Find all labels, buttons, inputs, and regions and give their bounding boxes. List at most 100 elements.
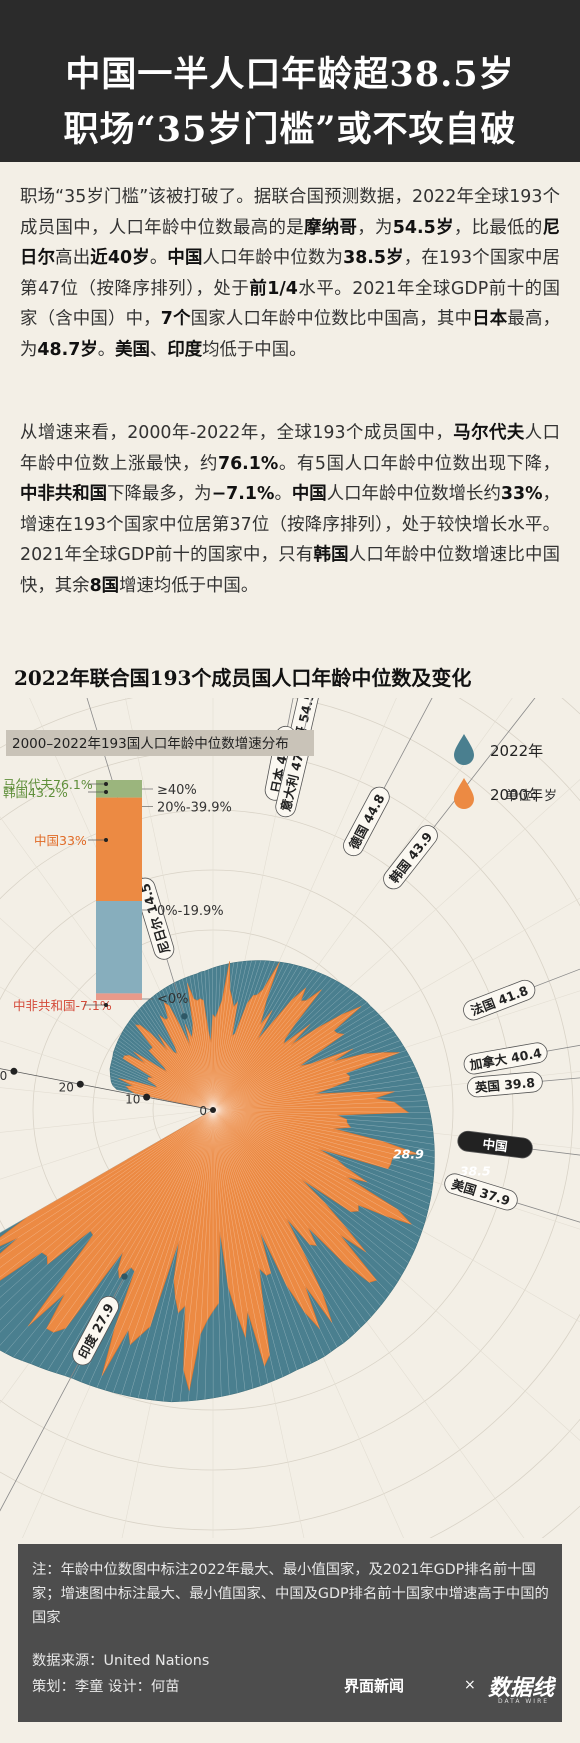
bar-stroke [154, 1109, 214, 1401]
bar-stroke [118, 1040, 214, 1111]
bar-stroke [153, 996, 214, 1111]
paragraph2-run: 8国 [89, 575, 120, 596]
bar-stroke [212, 1109, 361, 1328]
bar-stroke [0, 1109, 214, 1278]
country-label: 加拿大 40.4 [463, 1042, 548, 1075]
inset-annotation: 中非共和国-7.1% [13, 998, 112, 1013]
bar-stroke [113, 1085, 214, 1111]
bar-stroke [212, 986, 346, 1111]
bar-stroke [212, 1109, 423, 1231]
r-tick-dot [76, 1080, 84, 1088]
paragraph1-run: 54.5岁 [392, 217, 454, 238]
bar-stroke [129, 1109, 214, 1397]
bar-stroke [115, 1046, 214, 1111]
bar-stroke [212, 1109, 377, 1312]
paragraph1-run: 均低于中国。 [202, 339, 307, 360]
paragraph1-run: 近40岁 [90, 248, 150, 268]
bar-stroke [212, 1109, 433, 1126]
paragraph2-run: 76.1% [217, 453, 279, 474]
bar-stroke [212, 1035, 397, 1111]
inset-title-bg [6, 730, 314, 756]
bar-stroke [212, 1109, 418, 1244]
bar-stroke [212, 964, 226, 1111]
bar-stroke [30, 1109, 214, 1364]
brand-logo-datawire-sub: DATA WIRE [498, 1698, 550, 1705]
bar-stroke [0, 1109, 214, 1250]
bar-stroke [212, 1109, 435, 1145]
bar-stroke [212, 992, 355, 1111]
bar-stroke [212, 966, 218, 1111]
leader-line [471, 1141, 580, 1156]
bar-stroke [13, 1109, 214, 1358]
bar-stroke [156, 993, 214, 1111]
inset-bar-seg [96, 780, 142, 798]
bar-stroke [212, 1109, 429, 1211]
bar-stroke [204, 1109, 214, 1400]
bar-stroke [212, 960, 271, 1111]
bar-stroke [185, 977, 214, 1111]
bar-stroke [212, 1109, 435, 1165]
inset-bin-label: ≥40% [157, 783, 197, 798]
bar-stroke [0, 1109, 214, 1288]
bar-stroke [126, 1025, 214, 1111]
bar-stroke [212, 967, 304, 1111]
bar-stroke [188, 1109, 214, 1402]
inset-title: 2000–2022年193国人口年龄中位数增速分布 [12, 736, 289, 752]
legend-label: 2000年 [490, 786, 543, 804]
paragraph2-run: 33% [500, 484, 543, 504]
bar-stroke [104, 1109, 214, 1391]
chart-title: 2022年联合国193个成员国人口年龄中位数及变化 [14, 666, 472, 690]
bar-stroke [212, 1109, 435, 1152]
bar-stroke [159, 991, 214, 1111]
paragraph2-run: 韩国 [313, 545, 349, 565]
paragraph1-run: 尼日尔 [20, 217, 560, 269]
bar-stroke [189, 976, 214, 1111]
bar-stroke [212, 1050, 407, 1111]
footnote-box: 注：年龄中位数图中标注2022年最大、最小值国家，及2021年GDP排名前十国家… [18, 1544, 562, 1722]
country-label-bg [444, 1173, 518, 1211]
paragraph2-run: ，增速在193个国家中位居第37位（按降序排列），处于较快增长水平。2021年全… [20, 484, 560, 565]
country-label: 德国 44.8 [343, 786, 390, 857]
bar-stroke [212, 965, 222, 1111]
brand-logo-datawire: 数据线 [488, 1675, 555, 1701]
bar-stroke [124, 1028, 214, 1111]
paragraph1-run: 。 [149, 248, 168, 268]
country-label-bg [383, 825, 438, 890]
bar-stroke [212, 1109, 312, 1364]
inset-annotation: 韩国43.2% [3, 785, 68, 800]
grid-spoke [0, 1040, 214, 1111]
bar-stroke [130, 1019, 214, 1111]
grid-spoke [0, 986, 214, 1111]
bar-stroke [212, 1109, 276, 1381]
bar-stroke [212, 1109, 283, 1377]
bar-stroke [147, 1000, 214, 1111]
leader-line [275, 698, 294, 787]
bar-stroke [139, 1008, 214, 1111]
inset-bin-label: 20%-39.9% [157, 801, 232, 816]
bar-stroke [212, 1009, 375, 1111]
bar-stroke [56, 1109, 214, 1374]
paragraph1-run: 7个 [160, 309, 191, 329]
bar-stroke [165, 987, 214, 1111]
bar-stroke [178, 980, 214, 1111]
bar-stroke [212, 980, 337, 1111]
paragraph1-run: 印度 [167, 339, 203, 360]
bar-stroke [212, 1109, 427, 1218]
bar-stroke [212, 1060, 412, 1111]
bar-stroke [0, 1109, 214, 1234]
country-label: 法国 41.8 [463, 979, 536, 1021]
country-label-bg [463, 1042, 548, 1075]
paragraph1-run: 。 [97, 339, 116, 360]
bar-stroke [134, 1013, 214, 1111]
bar-stroke [212, 962, 234, 1111]
bar-stroke [212, 1109, 381, 1306]
bar-stroke [212, 1109, 435, 1158]
bar-stroke [212, 1109, 386, 1300]
bar-stroke [212, 1013, 379, 1111]
bar-stroke [212, 1109, 332, 1352]
bar-stroke [0, 1109, 214, 1242]
bar-stroke [212, 1109, 434, 1178]
legend: 2022年 2000年 [454, 734, 543, 809]
bar-stroke [212, 1109, 338, 1348]
bar-stroke [168, 985, 214, 1111]
